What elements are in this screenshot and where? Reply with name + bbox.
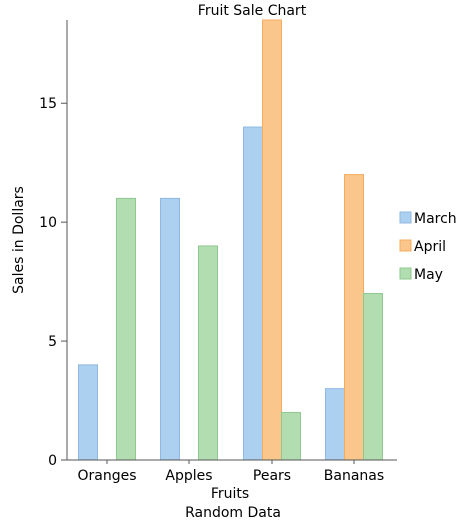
- axes-layer: [66, 20, 397, 461]
- legend-label-may: May: [414, 267, 443, 283]
- x-tick-label: Bananas: [324, 468, 384, 484]
- x-tick-label: Pears: [253, 468, 291, 484]
- y-axis-label: Sales in Dollars: [11, 186, 27, 294]
- y-tick-label: 15: [39, 96, 57, 112]
- legend-swatch-march: [399, 211, 412, 224]
- x-tick-label: Oranges: [77, 468, 136, 484]
- bar-march-oranges: [78, 364, 98, 461]
- y-tick-label: 0: [48, 453, 57, 469]
- bar-april-pears: [262, 19, 282, 461]
- bar-may-bananas: [363, 293, 383, 461]
- bar-march-pears: [243, 126, 263, 461]
- x-axis-label: Fruits: [211, 486, 249, 502]
- chart-footer: Random Data: [185, 505, 281, 521]
- ticks-layer: 0 5 10 15 Oranges Apples Pears Bananas: [39, 96, 384, 484]
- y-tick-label: 10: [39, 215, 57, 231]
- bar-may-apples: [198, 245, 218, 461]
- bar-march-apples: [160, 197, 180, 461]
- legend-swatch-april: [399, 239, 412, 252]
- bar-march-bananas: [325, 388, 345, 461]
- bars-layer: [78, 19, 383, 461]
- legend-label-march: March: [414, 211, 457, 227]
- legend: March April May: [399, 211, 457, 283]
- legend-label-april: April: [414, 239, 446, 255]
- y-tick-label: 5: [48, 334, 57, 350]
- bar-may-oranges: [116, 197, 136, 461]
- legend-swatch-may: [399, 267, 412, 280]
- bar-april-bananas: [344, 174, 364, 461]
- chart-title: Fruit Sale Chart: [198, 3, 307, 19]
- bar-may-pears: [281, 411, 301, 461]
- x-tick-label: Apples: [165, 468, 212, 484]
